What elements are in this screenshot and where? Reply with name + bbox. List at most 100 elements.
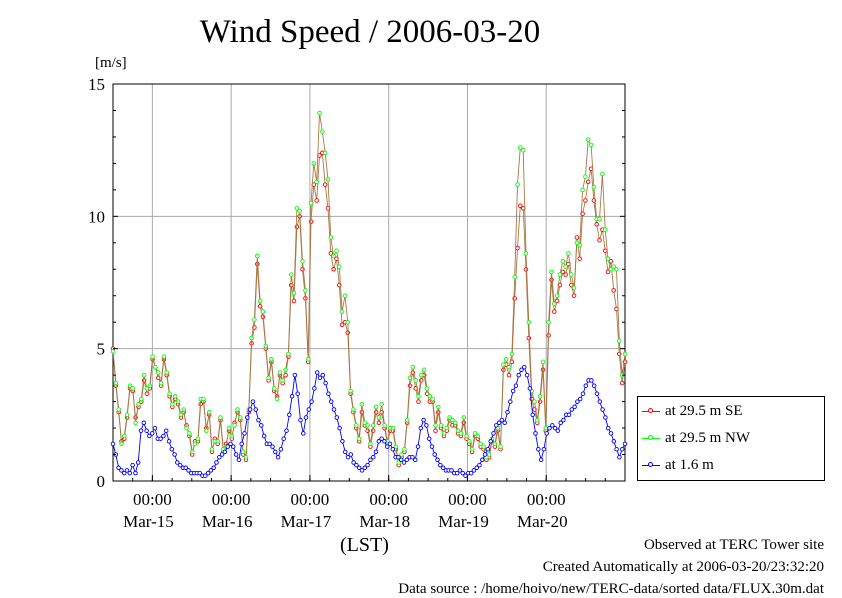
series-layer: [110, 110, 628, 478]
data-point: [585, 137, 591, 142]
data-point: [186, 468, 191, 473]
data-point: [477, 462, 482, 468]
data-point: [356, 436, 362, 441]
data-point: [438, 423, 444, 428]
data-point: [424, 423, 429, 428]
data-point: [382, 439, 387, 444]
data-point: [281, 436, 286, 441]
data-point: [203, 473, 208, 478]
data-point: [543, 425, 549, 431]
data-point: [201, 396, 206, 402]
data-point: [362, 465, 368, 471]
data-point: [135, 460, 141, 465]
data-point: [555, 428, 561, 433]
data-point: [181, 407, 186, 412]
data-point: [354, 423, 359, 428]
data-point: [619, 380, 625, 386]
data-point: [242, 431, 247, 436]
data-point: [611, 264, 616, 269]
data-point: [284, 428, 289, 433]
data-point: [430, 396, 435, 402]
data-point: [298, 417, 303, 423]
data-point: [600, 171, 605, 177]
data-point: [571, 285, 577, 291]
data-point: [370, 423, 376, 428]
data-point: [508, 399, 513, 404]
data-point: [170, 401, 175, 407]
y-tick-label: 5: [97, 340, 106, 359]
x-tick-time-label: 00:00: [212, 490, 251, 509]
data-point: [235, 407, 240, 412]
data-point: [320, 129, 325, 134]
data-point: [177, 462, 183, 468]
y-tick-label: 15: [88, 75, 105, 94]
data-point: [286, 351, 291, 357]
data-point: [342, 293, 348, 298]
data-point: [468, 470, 474, 476]
data-point: [351, 460, 356, 465]
data-point: [236, 457, 242, 463]
data-point: [314, 179, 319, 185]
data-point: [453, 420, 458, 426]
data-point: [149, 431, 155, 436]
x-tick-time-label: 00:00: [133, 490, 172, 509]
data-point: [348, 388, 353, 394]
legend-swatch-nw: [642, 432, 660, 444]
data-point: [247, 407, 253, 412]
data-point: [257, 298, 263, 304]
data-point: [280, 378, 285, 383]
data-point: [585, 179, 591, 185]
data-point: [481, 444, 486, 449]
data-point: [121, 470, 127, 476]
data-point: [415, 444, 421, 449]
data-point: [461, 415, 467, 420]
data-point: [597, 216, 602, 222]
data-point: [295, 391, 300, 396]
data-point: [152, 425, 158, 431]
data-point: [266, 375, 271, 381]
data-point: [356, 465, 362, 471]
data-point: [432, 452, 437, 457]
series-line: [112, 113, 626, 465]
data-point: [273, 449, 278, 455]
data-point: [454, 470, 460, 476]
data-point: [574, 240, 580, 246]
data-point: [614, 446, 619, 452]
data-point: [187, 431, 192, 436]
data-point: [328, 399, 334, 404]
data-point: [317, 375, 323, 381]
data-point: [136, 401, 141, 407]
data-point: [614, 267, 619, 272]
legend: at 29.5 m SE at 29.5 m NW at 1.6 m: [637, 396, 825, 481]
data-point: [583, 174, 588, 179]
data-point: [261, 433, 267, 439]
data-point: [116, 465, 121, 471]
data-point: [569, 407, 575, 412]
data-point: [225, 444, 230, 449]
data-point: [339, 322, 345, 328]
data-point: [345, 454, 351, 460]
data-point: [308, 200, 314, 206]
data-point: [351, 407, 356, 412]
data-point: [156, 370, 161, 375]
data-point: [566, 251, 571, 256]
data-point: [209, 446, 215, 452]
data-point: [144, 391, 150, 396]
data-point: [617, 338, 622, 343]
grid-lines: [113, 84, 625, 481]
data-point: [269, 357, 274, 362]
data-point: [222, 449, 228, 455]
footer-source: Data source : /home/hoivo/new/TERC-data/…: [398, 581, 824, 597]
data-point: [189, 449, 195, 455]
data-point: [617, 454, 622, 460]
data-point: [602, 227, 608, 232]
data-point: [589, 378, 594, 383]
data-point: [421, 417, 426, 423]
data-point: [506, 372, 512, 378]
data-point: [496, 420, 502, 426]
data-point: [435, 457, 440, 463]
data-point: [195, 436, 201, 441]
data-point: [441, 431, 447, 436]
data-point: [546, 319, 551, 325]
data-point: [252, 317, 257, 322]
